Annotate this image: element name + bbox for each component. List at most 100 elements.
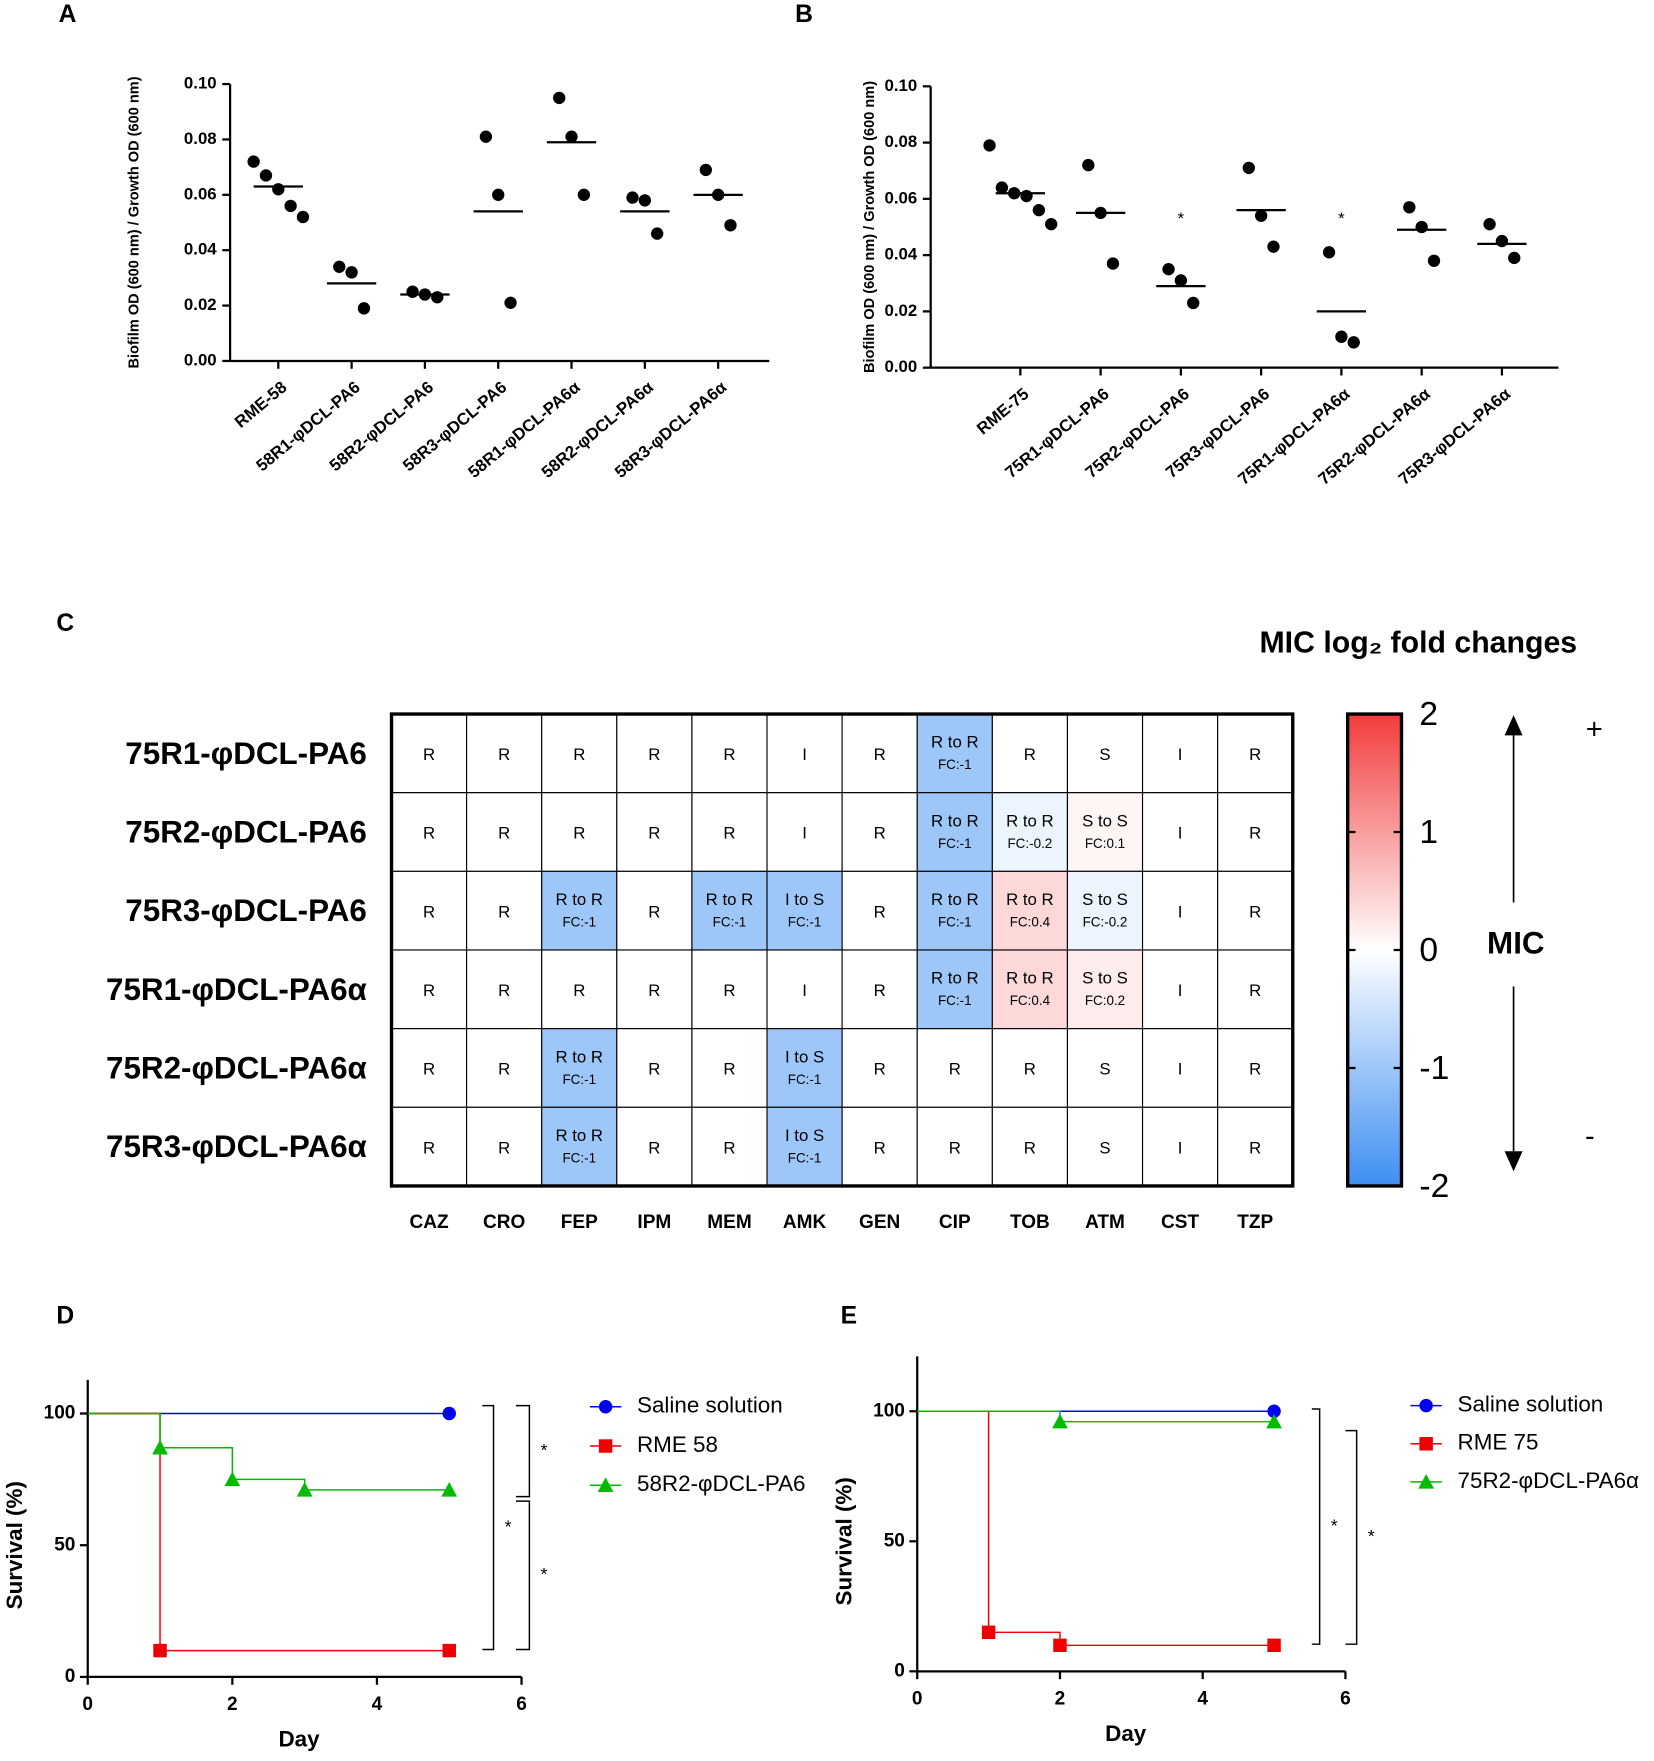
heatmap-cell	[1141, 949, 1219, 1030]
data-point	[247, 155, 260, 168]
cell-text: R	[573, 745, 585, 764]
cell-text: R	[1249, 902, 1261, 921]
cell-text: S to S	[1082, 890, 1128, 909]
heatmap-cell	[916, 792, 993, 872]
cell-text: R	[573, 824, 585, 843]
cell-text: R	[1249, 981, 1261, 1000]
y-tick-label: 0.02	[184, 295, 217, 314]
cell-text: R	[723, 981, 735, 1000]
cell-value-label: FC:-1	[788, 1151, 822, 1166]
cell-text: R to R	[555, 1126, 603, 1145]
significance-label: *	[540, 1564, 547, 1584]
data-point	[1020, 189, 1033, 203]
marker	[597, 1477, 614, 1492]
colorbar-tick-label: -1	[1419, 1050, 1449, 1087]
data-point	[699, 163, 712, 177]
colorbar	[1345, 712, 1404, 1188]
row-label: 75R1-φDCL-PA6α	[106, 972, 367, 1007]
marker	[598, 1400, 613, 1414]
heatmap-border	[389, 712, 1295, 1188]
cell-text: R	[423, 902, 435, 921]
cell-text: I	[1178, 1138, 1183, 1157]
marker	[1266, 1413, 1282, 1429]
cell-text: R to R	[1006, 890, 1054, 909]
heatmap-cell	[1141, 870, 1219, 951]
marker	[598, 1439, 613, 1453]
cell-text: S	[1099, 1138, 1110, 1157]
heatmap-cell	[1066, 792, 1144, 872]
cell-value-label: FC:-1	[938, 915, 972, 930]
data-point	[565, 130, 578, 143]
data-point	[1187, 296, 1200, 310]
survival-line	[87, 1412, 450, 1491]
heatmap-cell	[616, 870, 693, 951]
heatmap-cell	[1217, 870, 1294, 951]
cell-text: R to R	[555, 890, 603, 909]
y-tick-label: 0.02	[885, 301, 918, 320]
up-label: +	[1586, 714, 1603, 746]
heatmap-cell	[766, 1106, 843, 1187]
cell-text: R	[648, 1138, 660, 1157]
cell-text: R	[1249, 1138, 1261, 1157]
data-point	[492, 188, 505, 201]
data-point	[626, 191, 639, 204]
heatmap-cell	[541, 949, 618, 1030]
survival-line	[917, 1410, 1275, 1423]
cell-value-label: FC:-1	[938, 757, 972, 772]
cell-text: R	[423, 1138, 435, 1157]
cell-text: I	[1178, 824, 1183, 843]
x-tick-label: 6	[1340, 1688, 1351, 1709]
data-point	[1082, 158, 1095, 172]
cell-text: R	[723, 1138, 735, 1157]
significance-label: *	[540, 1440, 547, 1460]
column-label: FEP	[561, 1212, 598, 1233]
cell-text: R	[1024, 1060, 1036, 1079]
heatmap-cell	[390, 713, 468, 794]
legend-label: 75R2-φDCL-PA6α	[1458, 1468, 1640, 1493]
cell-value-label: FC:-1	[562, 1151, 596, 1166]
heatmap-cell	[691, 792, 768, 872]
cell-text: I	[1178, 981, 1183, 1000]
marker	[981, 1625, 996, 1640]
marker	[1052, 1413, 1068, 1429]
legend-label: 58R2-φDCL-PA6	[637, 1471, 806, 1496]
cell-text: I	[1178, 902, 1183, 921]
data-point	[1495, 234, 1509, 248]
column-label: CRO	[483, 1212, 526, 1233]
marker	[442, 1406, 456, 1421]
colorbar-tick-label: 0	[1419, 932, 1438, 969]
data-point	[431, 291, 444, 304]
marker	[1267, 1404, 1281, 1418]
cell-text: S to S	[1082, 969, 1128, 988]
cell-text: R	[648, 902, 660, 921]
heatmap-cell	[916, 713, 993, 794]
colorbar-tick-label: 1	[1419, 814, 1438, 851]
heatmap-cell	[541, 1106, 618, 1187]
y-axis-title: Biofilm OD (600 nm) / Growth OD (600 nm)	[862, 81, 878, 373]
column-label: AMK	[783, 1212, 827, 1233]
significance-mark: *	[1338, 209, 1345, 228]
down-label: -	[1585, 1120, 1595, 1152]
y-tick-label: 50	[54, 1534, 75, 1555]
y-tick-label: 0	[894, 1660, 905, 1681]
data-point	[272, 183, 285, 196]
cell-text: R	[498, 745, 510, 764]
y-tick-label: 100	[44, 1403, 76, 1424]
y-axis-title: Survival (%)	[2, 1481, 27, 1609]
data-point	[1267, 240, 1280, 253]
survival-line	[917, 1410, 1275, 1647]
cell-text: I	[802, 745, 807, 764]
heatmap-cell	[466, 870, 543, 951]
heatmap-cell	[1066, 713, 1144, 794]
column-label: MEM	[707, 1212, 751, 1233]
cell-text: R	[949, 1138, 961, 1157]
cell-value-label: FC:-1	[562, 1072, 596, 1087]
cell-text: R	[498, 902, 510, 921]
x-axis-title: Day	[278, 1727, 320, 1752]
heatmap-cell	[1066, 870, 1144, 951]
colorbar-title: MIC log₂ fold changes	[1259, 627, 1577, 660]
panel-label: B	[795, 1, 813, 28]
data-point	[1174, 274, 1188, 287]
cell-text: R	[874, 1138, 886, 1157]
heatmap-cell	[1141, 1106, 1219, 1187]
